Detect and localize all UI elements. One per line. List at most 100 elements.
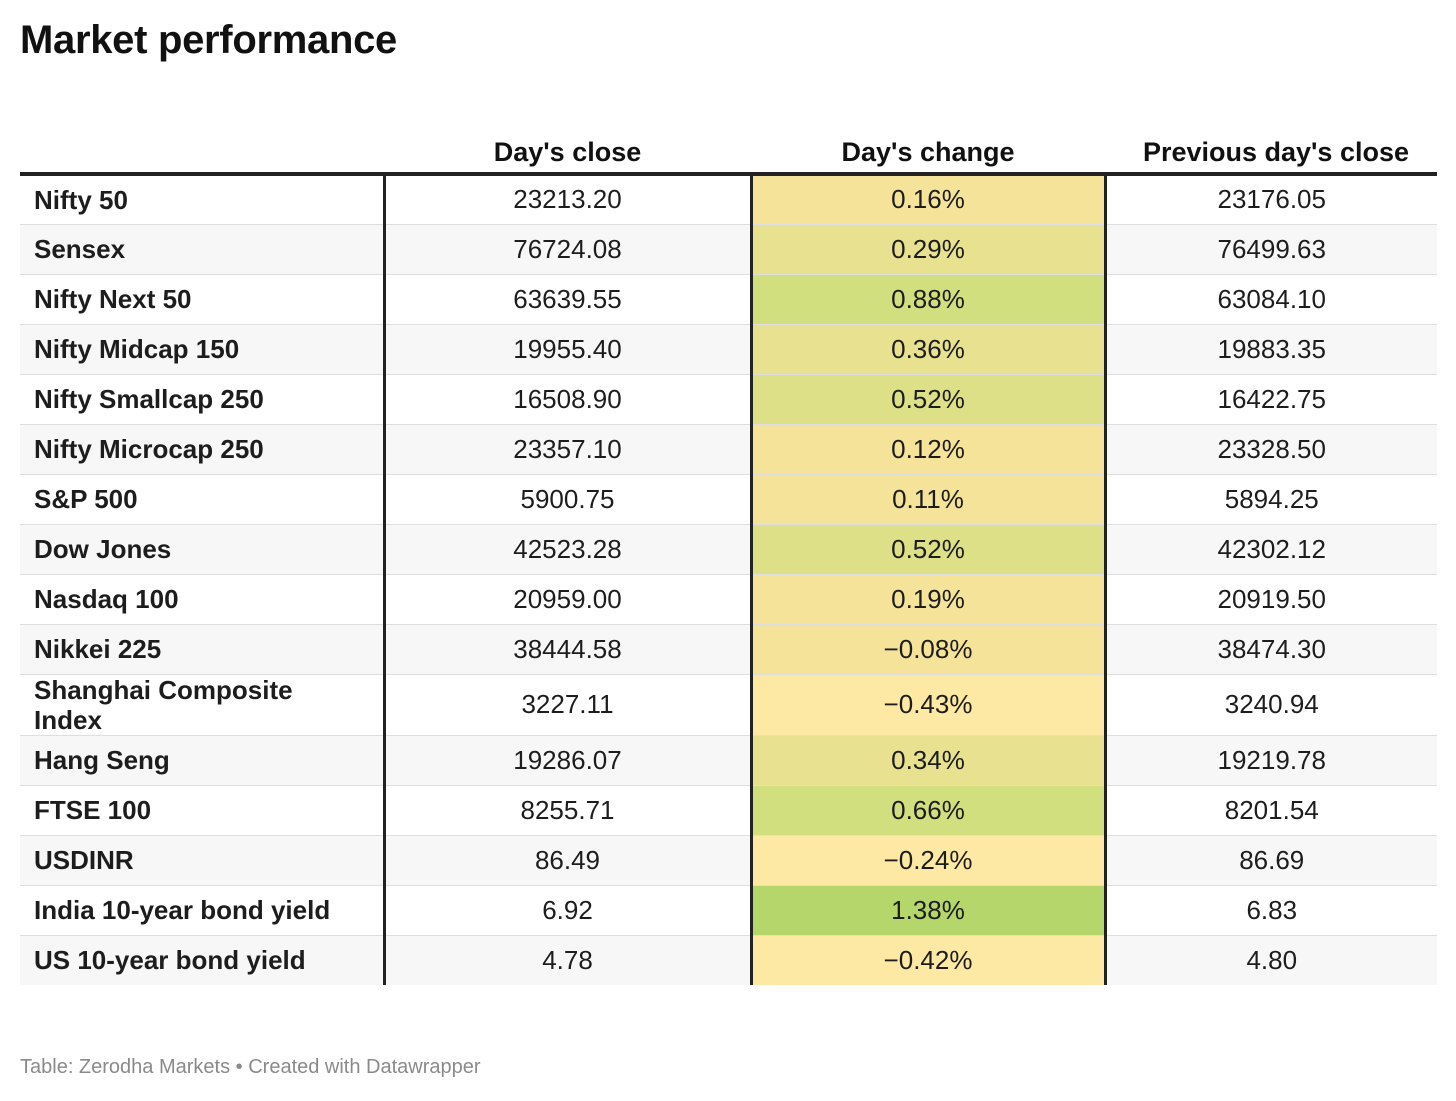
row-previous-close: 23176.05 (1105, 174, 1437, 225)
table-row: Dow Jones 42523.28 0.52% 42302.12 (20, 524, 1437, 575)
row-days-change: 0.66% (751, 785, 1107, 836)
row-name-label: India 10-year bond yield (34, 895, 331, 925)
row-previous-close: 38474.30 (1105, 624, 1437, 675)
row-days-close: 42523.28 (384, 524, 753, 575)
row-name: Dow Jones (20, 524, 386, 575)
row-days-close: 86.49 (384, 835, 753, 886)
row-name-label: FTSE 100 (34, 795, 152, 825)
row-days-change: −0.43% (751, 674, 1107, 736)
page-title: Market performance (20, 18, 397, 62)
row-days-change: 0.34% (751, 735, 1107, 786)
row-days-close: 3227.11 (384, 674, 753, 736)
row-name-label: Nifty Smallcap 250 (34, 384, 264, 414)
row-days-close: 19955.40 (384, 324, 753, 375)
header-row: Day's close Day's change Previous day's … (20, 104, 1437, 176)
row-name: USDINR (20, 835, 386, 886)
table-row: Sensex 76724.08 0.29% 76499.63 (20, 224, 1437, 275)
row-days-close: 23357.10 (384, 424, 753, 475)
row-days-close: 4.78 (384, 935, 753, 985)
row-name: Nifty Smallcap 250 (20, 374, 386, 425)
row-days-change: 1.38% (751, 885, 1107, 936)
row-previous-close: 3240.94 (1105, 674, 1437, 736)
table-row: Nifty Smallcap 250 16508.90 0.52% 16422.75 (20, 374, 1437, 425)
table-row: Nifty 50 23213.20 0.16% 23176.05 (20, 174, 1437, 225)
row-previous-close: 76499.63 (1105, 224, 1437, 275)
table-row: USDINR 86.49 −0.24% 86.69 (20, 835, 1437, 886)
row-name-label: Shanghai Composite Index (34, 674, 293, 735)
row-name: Nifty Microcap 250 (20, 424, 386, 475)
row-name-label: Nifty 50 (34, 184, 128, 215)
row-name-label: USDINR (34, 845, 134, 875)
table-row: Nifty Microcap 250 23357.10 0.12% 23328.50 (20, 424, 1437, 475)
row-previous-close: 63084.10 (1105, 274, 1437, 325)
table-row: Shanghai Composite Index 3227.11 −0.43% 324… (20, 674, 1437, 736)
row-previous-close: 20919.50 (1105, 574, 1437, 625)
header-previous-close: Previous day's close (1105, 104, 1437, 176)
row-previous-close: 23328.50 (1105, 424, 1437, 475)
table-row: FTSE 100 8255.71 0.66% 8201.54 (20, 785, 1437, 836)
row-name-label: S&P 500 (34, 484, 138, 514)
row-name: Sensex (20, 224, 386, 275)
row-previous-close: 19219.78 (1105, 735, 1437, 786)
row-days-close: 76724.08 (384, 224, 753, 275)
table-row: Nikkei 225 38444.58 −0.08% 38474.30 (20, 624, 1437, 675)
row-name: Shanghai Composite Index (20, 674, 386, 736)
row-days-change: 0.52% (751, 524, 1107, 575)
market-performance-table: Day's close Day's change Previous day's … (20, 104, 1437, 985)
row-name: Nifty Midcap 150 (20, 324, 386, 375)
table-row: Nasdaq 100 20959.00 0.19% 20919.50 (20, 574, 1437, 625)
table-row: Nifty Next 50 63639.55 0.88% 63084.10 (20, 274, 1437, 325)
row-days-change: 0.12% (751, 424, 1107, 475)
row-days-close: 19286.07 (384, 735, 753, 786)
row-days-close: 16508.90 (384, 374, 753, 425)
row-name: FTSE 100 (20, 785, 386, 836)
header-name (20, 104, 384, 176)
row-name: US 10-year bond yield (20, 935, 386, 985)
row-days-close: 5900.75 (384, 474, 753, 525)
table-row: S&P 500 5900.75 0.11% 5894.25 (20, 474, 1437, 525)
row-name-label: Sensex (34, 234, 126, 264)
row-name: Nasdaq 100 (20, 574, 386, 625)
row-days-change: −0.08% (751, 624, 1107, 675)
table-body: Nifty 50 23213.20 0.16% 23176.05 Sensex 76724… (20, 174, 1437, 985)
row-days-close: 38444.58 (384, 624, 753, 675)
row-name-label: US 10-year bond yield (34, 945, 306, 976)
row-previous-close: 5894.25 (1105, 474, 1437, 525)
table-row: India 10-year bond yield 6.92 1.38% 6.83 (20, 885, 1437, 936)
row-name-label: Dow Jones (34, 534, 172, 564)
row-name-label: Nifty Microcap 250 (34, 434, 264, 464)
row-name-label: Nifty Midcap 150 (34, 334, 240, 364)
row-name: S&P 500 (20, 474, 386, 525)
row-previous-close: 19883.35 (1105, 324, 1437, 375)
row-previous-close: 16422.75 (1105, 374, 1437, 425)
row-days-change: 0.29% (751, 224, 1107, 275)
row-previous-close: 4.80 (1105, 935, 1437, 985)
row-days-change: 0.16% (751, 174, 1107, 225)
row-days-close: 23213.20 (384, 174, 753, 225)
row-name: India 10-year bond yield (20, 885, 386, 936)
row-days-change: 0.11% (751, 474, 1107, 525)
row-name-label: Nasdaq 100 (34, 584, 179, 614)
row-name-label: Nifty Next 50 (34, 284, 192, 314)
row-days-change: −0.42% (751, 935, 1107, 985)
table-row: Hang Seng 19286.07 0.34% 19219.78 (20, 735, 1437, 786)
row-days-change: −0.24% (751, 835, 1107, 886)
row-name: Nifty Next 50 (20, 274, 386, 325)
source-footer: Table: Zerodha Markets • Created with Da… (20, 1056, 481, 1078)
row-previous-close: 86.69 (1105, 835, 1437, 886)
row-days-change: 0.88% (751, 274, 1107, 325)
row-previous-close: 6.83 (1105, 885, 1437, 936)
row-previous-close: 42302.12 (1105, 524, 1437, 575)
row-name: Nikkei 225 (20, 624, 386, 675)
row-previous-close: 8201.54 (1105, 785, 1437, 836)
table-row: US 10-year bond yield 4.78 −0.42% 4.80 (20, 935, 1437, 985)
row-name: Hang Seng (20, 735, 386, 786)
header-days-close: Day's close (384, 104, 751, 176)
row-days-close: 8255.71 (384, 785, 753, 836)
row-days-change: 0.19% (751, 574, 1107, 625)
header-days-change: Day's change (751, 104, 1105, 176)
row-days-close: 63639.55 (384, 274, 753, 325)
row-name: Nifty 50 (20, 174, 386, 225)
row-name-label: Hang Seng (34, 745, 170, 775)
table-row: Nifty Midcap 150 19955.40 0.36% 19883.35 (20, 324, 1437, 375)
